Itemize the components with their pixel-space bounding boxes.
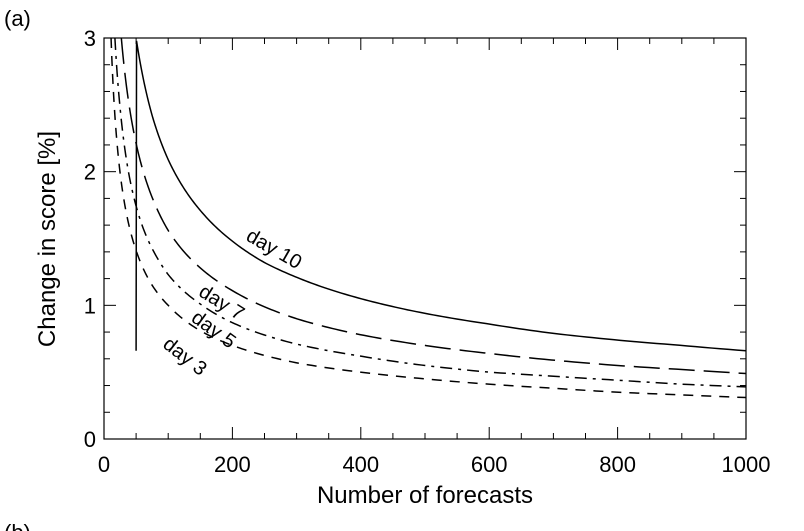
x-axis-title: Number of forecasts bbox=[317, 482, 533, 509]
y-tick-label: 1 bbox=[84, 293, 96, 318]
plot-frame bbox=[103, 37, 747, 440]
x-tick-label: 600 bbox=[471, 452, 508, 477]
next-panel-label: (b) bbox=[4, 520, 31, 531]
x-tick-label: 0 bbox=[98, 452, 110, 477]
x-tick-label: 400 bbox=[342, 452, 379, 477]
y-tick-label: 3 bbox=[84, 26, 96, 51]
series-line-day-5 bbox=[114, 38, 746, 388]
series-line-day-7 bbox=[120, 38, 746, 375]
curve-label-day-3: day 3 bbox=[159, 333, 211, 380]
x-tick-labels: 0 200 400 600 800 1000 bbox=[98, 452, 771, 477]
x-tick-label: 800 bbox=[599, 452, 636, 477]
y-axis-title: Change in score [%] bbox=[34, 131, 61, 347]
series-line-day-10 bbox=[135, 40, 746, 352]
y-tick-label: 2 bbox=[84, 160, 96, 185]
y-tick-label: 0 bbox=[84, 427, 96, 452]
x-tick-label: 1000 bbox=[722, 452, 771, 477]
panel-label: (a) bbox=[4, 6, 31, 31]
x-tick-label: 200 bbox=[214, 452, 251, 477]
series-curves bbox=[110, 38, 746, 399]
y-tick-labels: 0 1 2 3 bbox=[84, 26, 96, 452]
axis-ticks bbox=[103, 37, 747, 440]
